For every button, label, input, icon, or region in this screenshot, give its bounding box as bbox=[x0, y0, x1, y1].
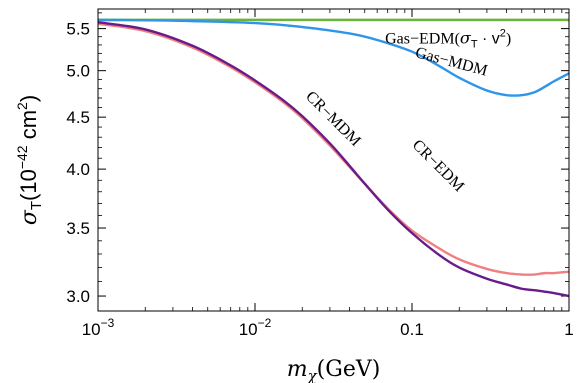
y-axis-exponent-2: 2 bbox=[14, 102, 30, 110]
y-tick-label: 3.0 bbox=[66, 287, 90, 306]
x-tick-label: 1 bbox=[564, 320, 573, 339]
y-axis-unit-open: (10 bbox=[16, 169, 41, 201]
series-line-2 bbox=[97, 18, 570, 97]
plot-frame bbox=[97, 8, 570, 312]
tick-layer bbox=[97, 9, 570, 311]
x-tick-mantissa: 10 bbox=[82, 320, 101, 339]
y-tick-label: 4.5 bbox=[66, 108, 90, 127]
y-tick-label: 5.5 bbox=[66, 20, 90, 39]
tick-labels: 10−3 10−2 0.1 13.03.54.04.55.05.5 bbox=[66, 20, 573, 339]
series-line-4 bbox=[97, 21, 570, 298]
x-axis-label: mχ(GeV) bbox=[287, 357, 381, 383]
y-axis-label: σT(10−42 cm2) bbox=[14, 95, 45, 225]
x-tick-label: 10−2 bbox=[239, 316, 272, 339]
x-axis-symbol: m bbox=[287, 357, 308, 382]
y-tick-label: 4.0 bbox=[66, 160, 90, 179]
x-tick-exponent: −2 bbox=[258, 316, 272, 330]
x-tick-label: 0.1 bbox=[400, 320, 424, 339]
y-axis-exponent: −42 bbox=[14, 145, 30, 169]
series-layer bbox=[97, 18, 570, 298]
x-tick-label: 10−3 bbox=[82, 316, 115, 339]
curve-annotation: CR−EDM bbox=[409, 137, 468, 196]
x-axis-subscript: χ bbox=[307, 367, 318, 383]
x-tick-exponent: −3 bbox=[101, 316, 115, 330]
y-axis-subscript: T bbox=[28, 201, 45, 210]
curve-annotation: CR−MDM bbox=[302, 88, 364, 150]
y-tick-label: 5.0 bbox=[66, 62, 90, 81]
x-axis-unit: (GeV) bbox=[317, 357, 381, 382]
x-tick-mantissa: 10 bbox=[239, 320, 258, 339]
y-axis-symbol: σ bbox=[17, 209, 42, 225]
y-axis-unit-mid: cm bbox=[16, 110, 41, 145]
y-axis-unit-close: ) bbox=[16, 95, 41, 102]
y-tick-label: 3.5 bbox=[66, 219, 90, 238]
curve-annotation: Gas−EDM(σT · v2) bbox=[385, 27, 511, 50]
series-line-3 bbox=[97, 22, 570, 276]
